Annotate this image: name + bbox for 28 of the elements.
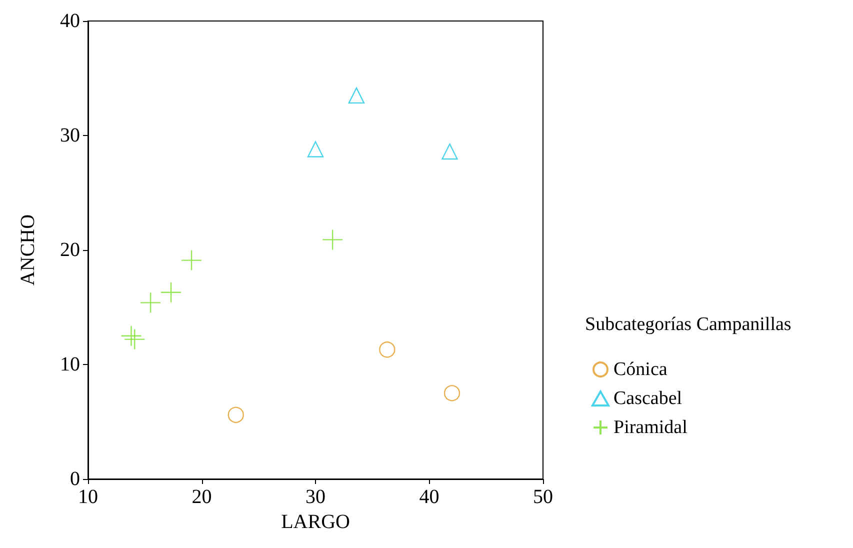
y-tick-label: 10: [60, 354, 80, 376]
x-axis-title: LARGO: [281, 510, 350, 533]
point: [442, 143, 458, 160]
point: [228, 406, 244, 423]
x-tick-label: 40: [419, 486, 440, 508]
point: [322, 229, 344, 250]
x-tick-label: 30: [306, 486, 326, 508]
x-tick-label: 10: [78, 486, 98, 508]
point: [124, 328, 146, 350]
x-tick-label: 50: [533, 486, 553, 508]
point: [120, 325, 142, 346]
y-tick-label: 40: [60, 10, 80, 32]
y-tick-label: 0: [70, 468, 80, 490]
point: [444, 385, 460, 402]
point: [180, 250, 202, 271]
legend-label: Cónica: [614, 359, 668, 380]
y-tick-label: 30: [60, 124, 80, 146]
point: [379, 342, 396, 358]
legend-label: Cascabel: [614, 388, 682, 409]
y-tick-label: 20: [60, 239, 80, 261]
legend-title: Subcategorías Campanillas: [585, 314, 792, 335]
point: [160, 282, 182, 303]
legend-label: Piramidal: [614, 417, 688, 438]
y-axis-title: ANCHO: [17, 214, 39, 286]
point: [348, 87, 365, 104]
point: [140, 292, 162, 314]
point: [307, 141, 324, 158]
x-tick-label: 20: [192, 486, 212, 508]
